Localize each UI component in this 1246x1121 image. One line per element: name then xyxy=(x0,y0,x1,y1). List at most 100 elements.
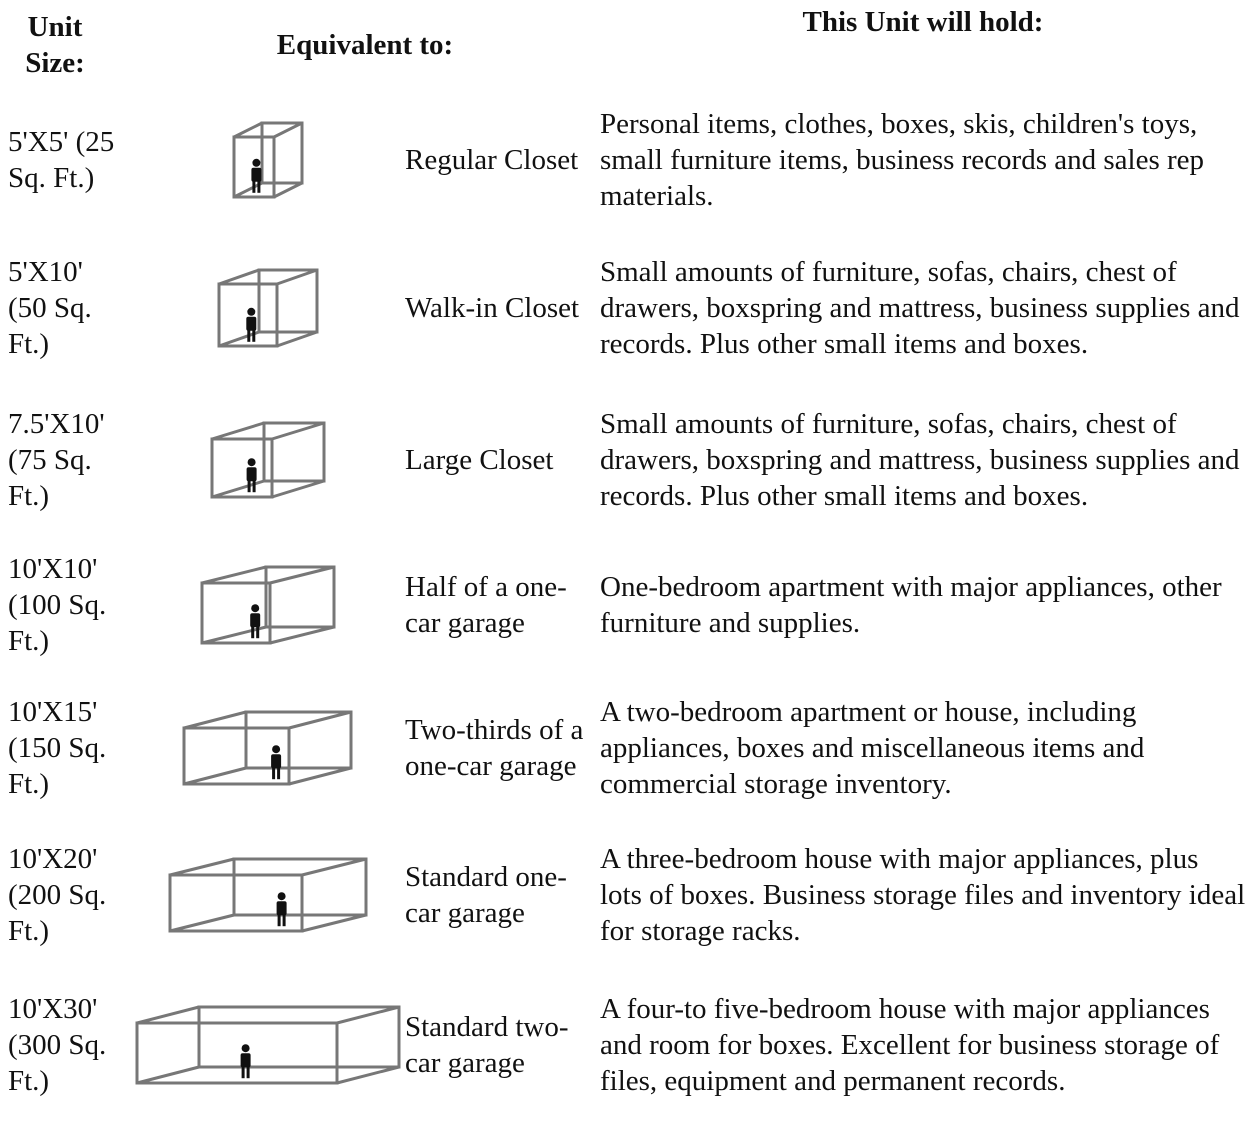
box-wireframe xyxy=(168,857,367,933)
box-edge xyxy=(218,268,259,285)
unit-holds: A four-to five-bedroom house with major … xyxy=(600,993,1220,1097)
box-back xyxy=(260,121,303,185)
box-back xyxy=(262,421,325,483)
person xyxy=(249,604,260,639)
person-body xyxy=(249,613,260,628)
person xyxy=(240,1044,251,1079)
box-wireframe xyxy=(182,710,353,785)
unit-icon xyxy=(210,421,325,499)
person-leg xyxy=(246,329,250,342)
icon-cell xyxy=(130,675,405,820)
box-edge xyxy=(272,121,303,139)
person-head xyxy=(241,1044,250,1053)
box-wireframe xyxy=(200,565,335,645)
box-front xyxy=(182,726,291,785)
box-back xyxy=(257,268,318,333)
unit-equivalent: Large Closet xyxy=(405,444,554,476)
box-edge xyxy=(232,121,263,139)
person xyxy=(271,744,282,779)
unit-row: 5'X10' (50 Sq. Ft.) Walk-in Closet Small a… xyxy=(0,230,1246,385)
box-edge xyxy=(211,421,264,441)
person-leg xyxy=(252,480,256,493)
person-head xyxy=(251,158,260,167)
box-edge xyxy=(183,766,247,785)
box-edge xyxy=(272,181,303,199)
person-head xyxy=(272,744,281,753)
person-leg xyxy=(247,480,251,493)
box-edge xyxy=(201,625,266,645)
box-edge xyxy=(276,268,317,285)
box-edge xyxy=(269,565,334,585)
unit-holds: One-bedroom apartment with major applian… xyxy=(600,571,1222,639)
header-holds: This Unit will hold: xyxy=(802,6,1044,38)
unit-icon xyxy=(217,268,318,347)
person-leg xyxy=(246,1066,250,1079)
unit-size: 10'X20' (200 Sq. Ft.) xyxy=(8,843,107,947)
box-front xyxy=(135,1021,338,1085)
icon-cell xyxy=(130,970,405,1120)
unit-size: 5'X10' (50 Sq. Ft.) xyxy=(8,255,92,360)
box-edge xyxy=(288,710,352,729)
unit-equivalent: Regular Closet xyxy=(405,144,579,176)
box-wireframe xyxy=(135,1005,400,1085)
person-head xyxy=(246,307,255,316)
box-edge xyxy=(169,857,234,877)
box-front xyxy=(168,873,303,933)
box-edge xyxy=(183,710,247,729)
unit-icon xyxy=(232,121,303,199)
header-unit-size: Unit Size: xyxy=(25,11,85,79)
box-front xyxy=(232,135,275,199)
person-head xyxy=(250,604,259,613)
person-leg xyxy=(255,626,259,639)
unit-equivalent: Standard one-car garage xyxy=(405,861,567,929)
box-edge xyxy=(136,1065,199,1085)
person xyxy=(246,458,257,493)
unit-size: 7.5'X10' (75 Sq. Ft.) xyxy=(8,408,105,512)
unit-row: 10'X30' (300 Sq. Ft.) Standard two-car ga… xyxy=(0,970,1246,1120)
person-body xyxy=(250,167,261,182)
unit-row: 5'X5' (25 Sq. Ft.) Regular Closet Personal… xyxy=(0,90,1246,230)
person-leg xyxy=(272,766,276,779)
box-back xyxy=(244,710,353,769)
unit-icon xyxy=(135,1005,400,1085)
unit-icon xyxy=(182,710,353,785)
icon-cell xyxy=(130,820,405,970)
box-edge xyxy=(301,857,366,877)
unit-row: 10'X10' (100 Sq. Ft.) Half of a one-car g… xyxy=(0,535,1246,675)
person-body xyxy=(271,753,282,768)
unit-equivalent: Standard two-car garage xyxy=(405,1011,569,1079)
box-edge xyxy=(276,330,317,347)
person-leg xyxy=(250,626,254,639)
person-leg xyxy=(251,329,255,342)
unit-holds: Personal items, clothes, boxes, skis, ch… xyxy=(600,108,1205,212)
box-edge xyxy=(269,625,334,645)
header-row: Unit Size: Equivalent to: This Unit will… xyxy=(0,0,1246,90)
box-edge xyxy=(201,565,266,585)
unit-icon xyxy=(168,857,367,933)
unit-holds: A three-bedroom house with major applian… xyxy=(600,843,1246,947)
box-edge xyxy=(336,1065,399,1085)
person-leg xyxy=(251,180,255,193)
unit-size: 5'X5' (25 Sq. Ft.) xyxy=(8,126,115,194)
unit-holds: Small amounts of furniture, sofas, chair… xyxy=(600,408,1240,512)
person-leg xyxy=(241,1066,245,1079)
box-wireframe xyxy=(210,421,325,499)
person-body xyxy=(276,901,287,916)
box-front xyxy=(200,581,271,645)
icon-cell xyxy=(130,385,405,535)
person-head xyxy=(277,892,286,901)
box-front xyxy=(210,437,273,499)
box-wireframe xyxy=(232,121,303,199)
box-back xyxy=(232,857,367,917)
box-edge xyxy=(288,766,352,785)
box-edge xyxy=(136,1005,199,1025)
unit-row: 7.5'X10' (75 Sq. Ft.) Large Closet Small a… xyxy=(0,385,1246,535)
box-edge xyxy=(336,1005,399,1025)
unit-icon xyxy=(200,565,335,645)
box-back xyxy=(197,1005,400,1069)
unit-holds: A two-bedroom apartment or house, includ… xyxy=(600,695,1145,800)
box-edge xyxy=(271,479,324,499)
unit-holds: Small amounts of furniture, sofas, chair… xyxy=(600,255,1240,360)
